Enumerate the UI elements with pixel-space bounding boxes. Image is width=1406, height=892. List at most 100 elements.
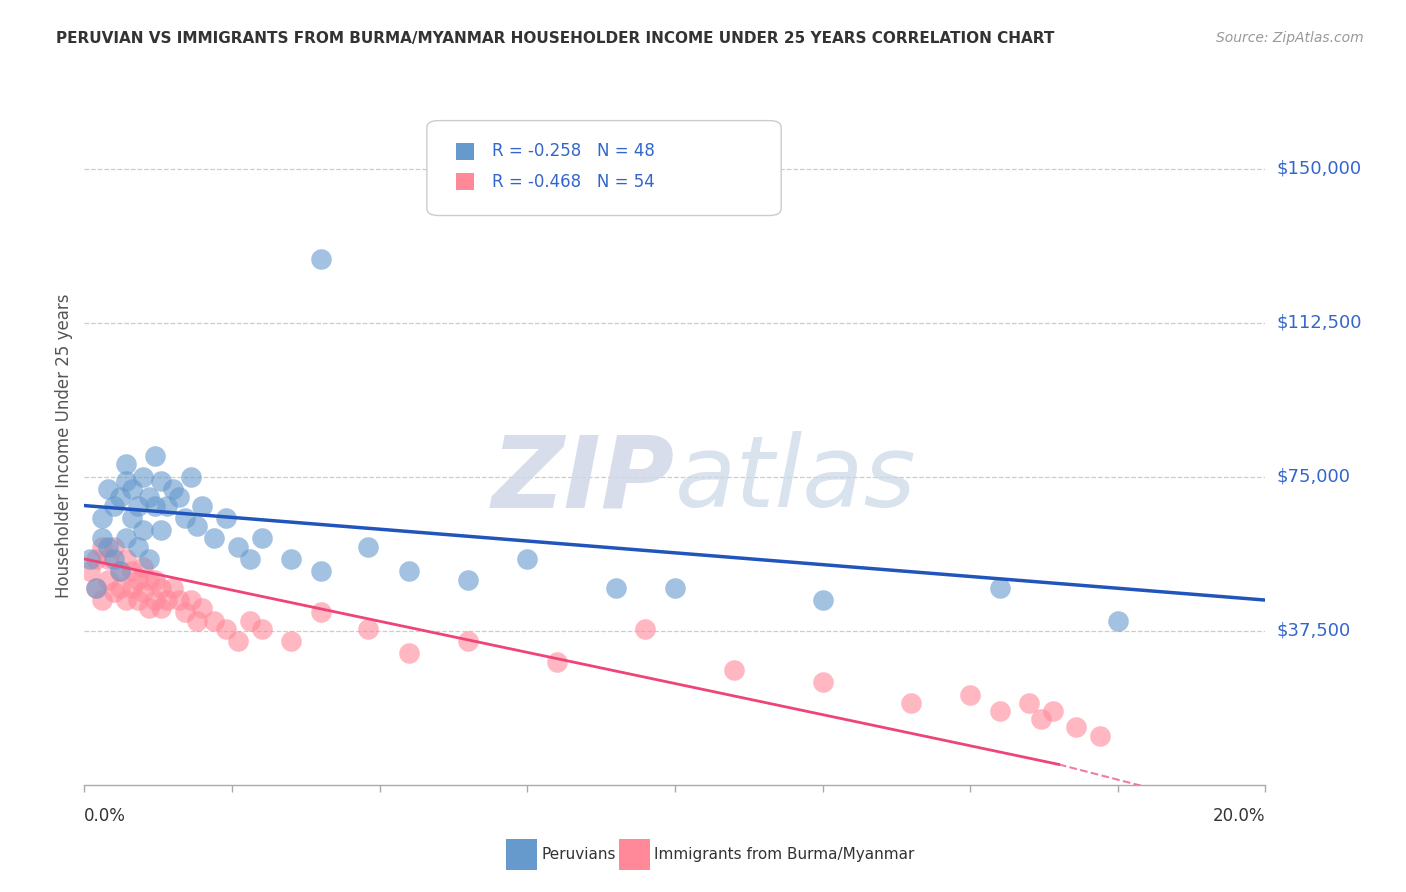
Point — [138, 573, 160, 587]
Point — [173, 511, 195, 525]
Point — [79, 552, 101, 566]
Point — [357, 540, 380, 554]
Point — [132, 560, 155, 574]
Point — [84, 552, 107, 566]
Point — [250, 532, 273, 546]
Point — [516, 552, 538, 566]
Point — [226, 540, 249, 554]
Text: Peruvians: Peruvians — [541, 847, 616, 862]
Point — [143, 499, 166, 513]
Point — [97, 573, 120, 587]
Point — [127, 540, 149, 554]
Point — [156, 593, 179, 607]
Point — [103, 540, 125, 554]
Point — [357, 622, 380, 636]
Point — [84, 581, 107, 595]
Point — [91, 540, 114, 554]
Point — [162, 581, 184, 595]
Point — [811, 593, 834, 607]
Point — [309, 564, 332, 578]
Point — [634, 622, 657, 636]
Point — [150, 474, 173, 488]
Point — [150, 601, 173, 615]
Text: ZIP: ZIP — [492, 432, 675, 528]
Point — [988, 704, 1011, 718]
Text: $75,000: $75,000 — [1277, 467, 1351, 486]
Text: $112,500: $112,500 — [1277, 314, 1362, 332]
Point — [959, 688, 981, 702]
Point — [202, 532, 225, 546]
Point — [108, 491, 131, 505]
Point — [1029, 712, 1052, 726]
Point — [97, 552, 120, 566]
Point — [180, 470, 202, 484]
Point — [114, 593, 136, 607]
Point — [173, 606, 195, 620]
Point — [91, 511, 114, 525]
Point — [309, 606, 332, 620]
Point — [167, 593, 190, 607]
Point — [91, 532, 114, 546]
Point — [150, 523, 173, 537]
Text: 20.0%: 20.0% — [1213, 807, 1265, 825]
Point — [143, 573, 166, 587]
Point — [226, 634, 249, 648]
Point — [215, 511, 238, 525]
Point — [1042, 704, 1064, 718]
Point — [1088, 729, 1111, 743]
Point — [138, 601, 160, 615]
Point — [191, 601, 214, 615]
Point — [250, 622, 273, 636]
Text: R = -0.258   N = 48: R = -0.258 N = 48 — [492, 142, 655, 160]
Point — [811, 675, 834, 690]
Point — [121, 482, 143, 496]
Text: Immigrants from Burma/Myanmar: Immigrants from Burma/Myanmar — [654, 847, 914, 862]
Text: PERUVIAN VS IMMIGRANTS FROM BURMA/MYANMAR HOUSEHOLDER INCOME UNDER 25 YEARS CORR: PERUVIAN VS IMMIGRANTS FROM BURMA/MYANMA… — [56, 31, 1054, 46]
Point — [143, 593, 166, 607]
Point — [988, 581, 1011, 595]
Point — [127, 593, 149, 607]
Point — [398, 564, 420, 578]
Point — [664, 581, 686, 595]
Text: atlas: atlas — [675, 432, 917, 528]
Point — [132, 470, 155, 484]
Text: 0.0%: 0.0% — [84, 807, 127, 825]
Point — [162, 482, 184, 496]
Point — [457, 573, 479, 587]
Point — [132, 523, 155, 537]
Point — [103, 585, 125, 599]
Point — [180, 593, 202, 607]
Text: Source: ZipAtlas.com: Source: ZipAtlas.com — [1216, 31, 1364, 45]
Point — [138, 491, 160, 505]
FancyBboxPatch shape — [427, 120, 782, 216]
Point — [605, 581, 627, 595]
Point — [309, 252, 332, 266]
Point — [108, 564, 131, 578]
FancyBboxPatch shape — [457, 143, 474, 160]
Point — [546, 655, 568, 669]
Point — [114, 474, 136, 488]
Point — [457, 634, 479, 648]
Point — [114, 552, 136, 566]
FancyBboxPatch shape — [457, 173, 474, 190]
Point — [84, 581, 107, 595]
Point — [1107, 614, 1129, 628]
Point — [900, 696, 922, 710]
Y-axis label: Householder Income Under 25 years: Householder Income Under 25 years — [55, 293, 73, 599]
Point — [103, 552, 125, 566]
Point — [239, 552, 262, 566]
Point — [150, 581, 173, 595]
Point — [280, 634, 302, 648]
Point — [215, 622, 238, 636]
Point — [1018, 696, 1040, 710]
Point — [138, 552, 160, 566]
Point — [191, 499, 214, 513]
Point — [121, 581, 143, 595]
Point — [79, 564, 101, 578]
Point — [202, 614, 225, 628]
Point — [114, 532, 136, 546]
Point — [186, 614, 208, 628]
Point — [108, 581, 131, 595]
Point — [143, 450, 166, 464]
Point — [121, 511, 143, 525]
